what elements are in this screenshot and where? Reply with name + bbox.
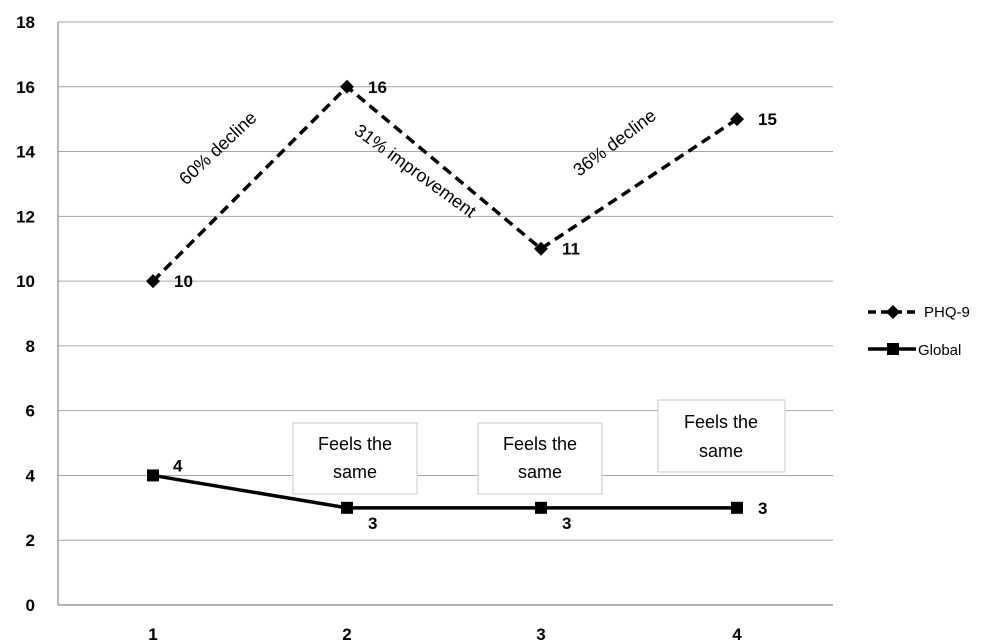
global-data-label: 3 — [758, 499, 767, 518]
x-tick-label: 3 — [536, 625, 545, 643]
y-tick-label: 10 — [16, 272, 35, 291]
feels-same-box-3: Feels the same — [657, 399, 786, 473]
phq9-point — [340, 79, 354, 94]
phq9-data-label: 10 — [174, 272, 193, 291]
annotation-60-decline: 60% decline — [175, 107, 260, 189]
gridlines — [58, 21, 833, 541]
y-tick-label: 4 — [26, 466, 36, 485]
y-tick-label: 14 — [16, 143, 35, 162]
phq9-point — [730, 112, 744, 127]
x-tick-labels: 1 2 3 4 — [148, 625, 742, 643]
y-tick-label: 18 — [16, 13, 35, 32]
y-tick-label: 16 — [16, 78, 35, 97]
x-tick-label: 4 — [732, 625, 742, 643]
square-marker-icon — [887, 343, 899, 355]
legend-label-phq9: PHQ-9 — [924, 304, 970, 321]
phq9-series-line — [151, 84, 738, 283]
global-data-label: 4 — [173, 456, 183, 475]
legend: PHQ-9 Global — [868, 304, 970, 359]
phq9-data-label: 15 — [758, 110, 777, 129]
legend-label-global: Global — [918, 342, 961, 359]
x-tick-label: 2 — [342, 625, 351, 643]
phq9-data-label: 16 — [368, 78, 387, 97]
x-tick-label: 1 — [148, 625, 157, 643]
global-point — [535, 501, 547, 514]
global-point — [147, 469, 159, 482]
box-line-1: Feels the — [318, 434, 392, 454]
legend-item-phq9: PHQ-9 — [868, 304, 970, 321]
y-tick-label: 12 — [16, 207, 35, 226]
annotation-36-decline: 36% decline — [569, 105, 659, 180]
diamond-marker-icon — [886, 305, 900, 319]
legend-item-global: Global — [868, 342, 961, 359]
box-line-2: same — [518, 462, 562, 482]
y-tick-labels: 0 2 4 6 8 10 12 14 16 18 — [16, 13, 35, 615]
global-point — [341, 501, 353, 514]
series: 10 16 11 15 4 3 3 3 — [146, 78, 777, 533]
y-tick-label: 0 — [26, 596, 35, 615]
box-line-2: same — [699, 441, 743, 461]
y-tick-label: 8 — [26, 337, 35, 356]
global-data-label: 3 — [368, 514, 377, 533]
feels-same-box-1: Feels the same — [292, 422, 418, 495]
global-data-label: 3 — [562, 514, 571, 533]
box-line-2: same — [333, 462, 377, 482]
phq9-data-label: 11 — [562, 240, 580, 259]
y-tick-label: 2 — [26, 531, 35, 550]
y-tick-label: 6 — [26, 402, 35, 421]
phq9-point — [534, 241, 548, 256]
phq9-point — [146, 274, 160, 289]
annotation-31-improvement: 31% improvement — [351, 120, 480, 221]
global-point — [731, 501, 743, 514]
box-line-1: Feels the — [684, 412, 758, 432]
feels-same-box-2: Feels the same — [477, 422, 603, 495]
global-series-line — [152, 473, 737, 510]
box-line-1: Feels the — [503, 434, 577, 454]
